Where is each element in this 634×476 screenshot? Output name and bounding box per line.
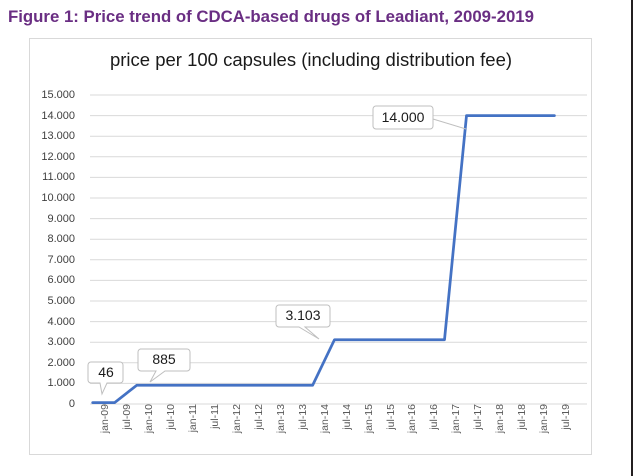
svg-text:46: 46 (98, 364, 114, 380)
svg-text:3.103: 3.103 (285, 307, 320, 323)
svg-text:885: 885 (152, 351, 176, 367)
svg-text:14.000: 14.000 (382, 109, 425, 125)
